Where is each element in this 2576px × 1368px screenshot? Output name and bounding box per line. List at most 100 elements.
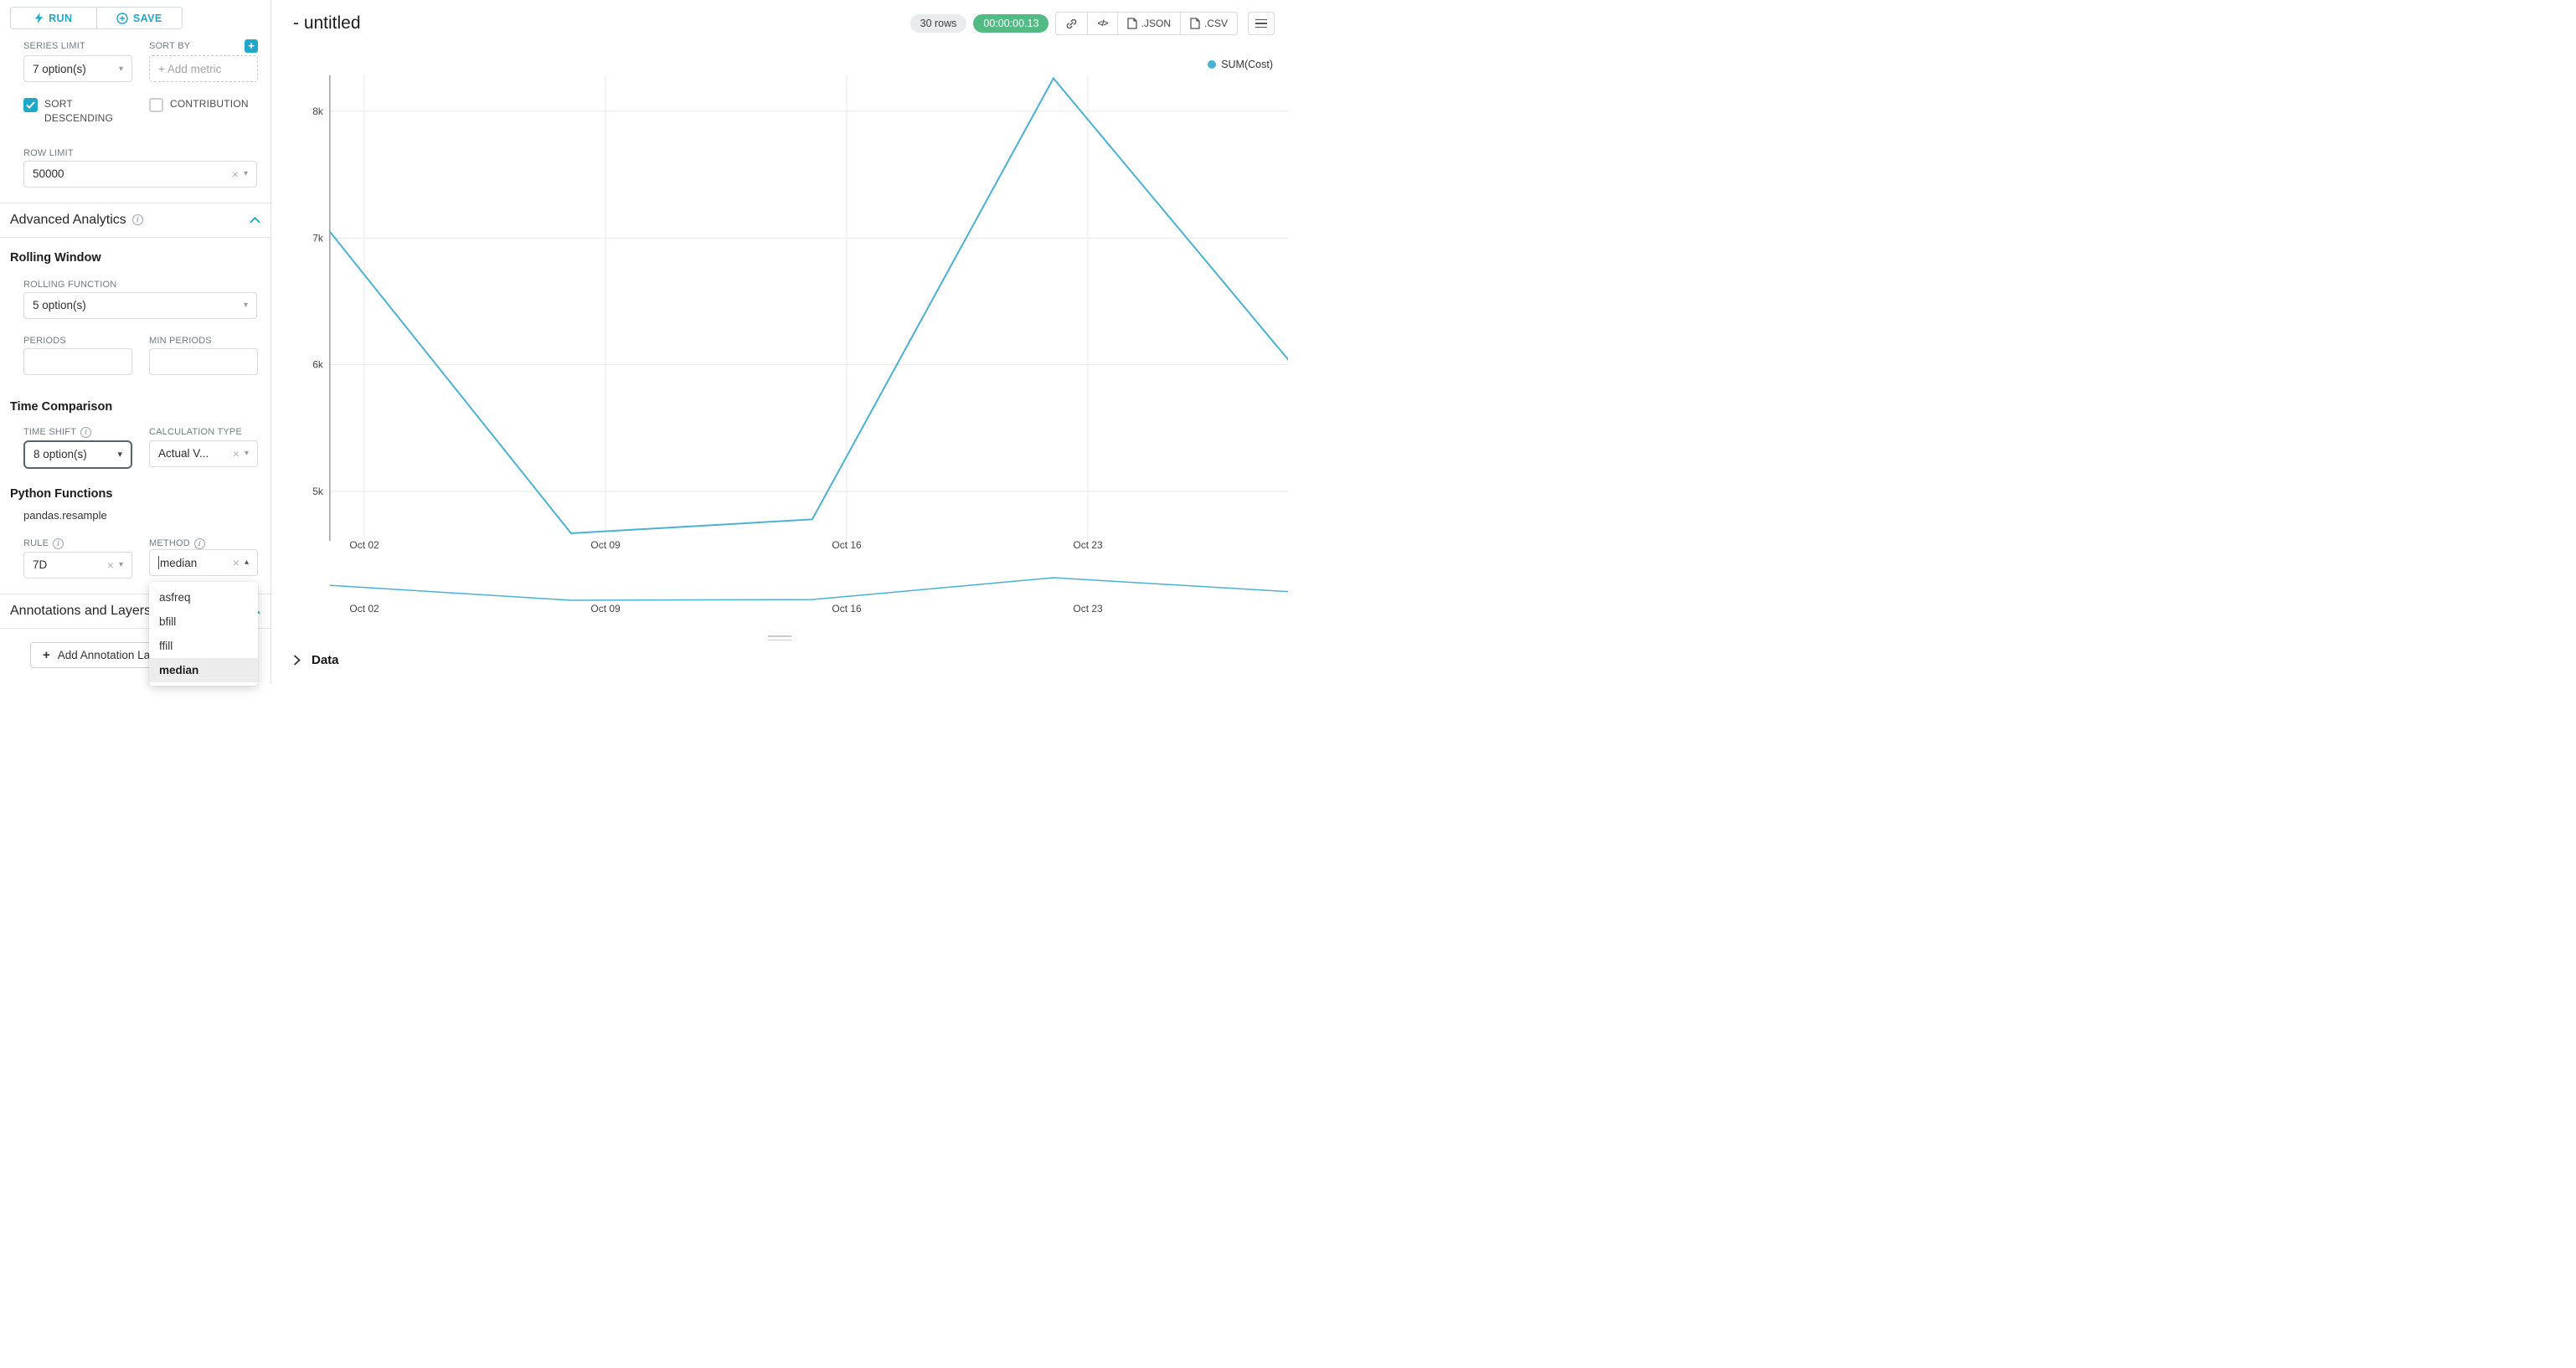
svg-text:Oct 09: Oct 09	[590, 603, 621, 615]
sort-descending-label: SORT DESCENDING	[44, 98, 114, 125]
plus-icon: +	[43, 647, 50, 662]
chevron-up-icon: ▴	[244, 558, 249, 568]
sort-by-select[interactable]: + Add metric	[149, 55, 258, 82]
chevron-down-icon: ▾	[117, 450, 122, 460]
method-dropdown-menu: asfreq bfill ffill median	[149, 581, 258, 686]
rule-label: RULE i	[23, 537, 132, 549]
section-divider	[0, 236, 270, 238]
data-panel-toggle[interactable]: Data	[293, 653, 339, 667]
more-options-menu-button[interactable]	[1248, 12, 1275, 35]
svg-text:Oct 16: Oct 16	[832, 539, 862, 551]
legend-label: SUM(Cost)	[1221, 59, 1273, 70]
info-icon[interactable]: i	[193, 537, 205, 549]
svg-text:7k: 7k	[312, 232, 324, 244]
legend-item[interactable]: SUM(Cost)	[1208, 59, 1273, 70]
chevron-down-icon: ▾	[118, 64, 123, 74]
method-select[interactable]: median × ▴	[149, 548, 258, 576]
add-annotation-layer-label: Add Annotation Layer	[57, 648, 166, 661]
export-json-label: .JSON	[1141, 18, 1171, 29]
info-icon[interactable]: i	[131, 214, 143, 226]
code-icon: </>	[1097, 18, 1108, 28]
export-button-group: </> .JSON .CSV	[1055, 12, 1238, 35]
contribution-label: CONTRIBUTION	[170, 98, 249, 110]
embed-code-button[interactable]: </>	[1087, 12, 1118, 35]
time-shift-value: 8 option(s)	[33, 448, 87, 461]
export-csv-button[interactable]: .CSV	[1179, 12, 1238, 35]
chart-area: - untitled 30 rows 00:00:00.13 </>	[271, 0, 1288, 684]
file-icon	[1190, 18, 1200, 29]
hamburger-icon	[1255, 18, 1267, 21]
run-button[interactable]: RUN	[11, 8, 97, 28]
control-panel: RUN SAVE SERIES LIMIT SORT BY + 7 option…	[0, 0, 271, 686]
sort-descending-checkbox[interactable]: SORT DESCENDING	[23, 97, 149, 126]
row-limit-label: ROW LIMIT	[23, 147, 74, 158]
clear-icon[interactable]: ×	[231, 167, 239, 181]
clear-icon[interactable]: ×	[232, 446, 240, 460]
clear-icon[interactable]: ×	[232, 555, 240, 569]
chevron-up-icon[interactable]	[250, 216, 260, 224]
menu-option-bfill[interactable]: bfill	[159, 615, 177, 628]
calculation-type-label: CALCULATION TYPE	[149, 427, 242, 438]
export-csv-label: .CSV	[1203, 18, 1228, 29]
svg-text:Oct 23: Oct 23	[1073, 539, 1103, 551]
contribution-checkbox[interactable]: CONTRIBUTION	[149, 97, 249, 126]
svg-text:6k: 6k	[312, 359, 324, 371]
rule-value: 7D	[33, 558, 48, 572]
query-timer-badge: 00:00:00.13	[973, 14, 1049, 33]
info-icon[interactable]: i	[53, 537, 64, 549]
svg-text:Oct 02: Oct 02	[349, 539, 379, 551]
advanced-analytics-title: Advanced Analytics	[10, 212, 126, 227]
chart-header: - untitled 30 rows 00:00:00.13 </>	[271, 0, 1288, 35]
calculation-type-select[interactable]: Actual V... × ▾	[149, 440, 258, 467]
chart-header-actions: 30 rows 00:00:00.13 </>	[909, 12, 1275, 35]
link-icon	[1067, 18, 1077, 28]
chevron-down-icon: ▾	[243, 301, 248, 311]
info-icon[interactable]: i	[80, 426, 92, 438]
run-button-label: RUN	[49, 12, 73, 24]
data-panel-label: Data	[312, 653, 339, 667]
time-shift-label: TIME SHIFT i	[23, 426, 132, 438]
menu-option-ffill[interactable]: ffill	[159, 639, 173, 652]
add-metric-plus-button[interactable]: +	[245, 39, 258, 53]
calculation-type-value: Actual V...	[158, 447, 209, 460]
lightning-bolt-icon	[35, 13, 44, 23]
row-limit-value: 50000	[33, 167, 64, 181]
clear-icon[interactable]: ×	[106, 558, 114, 572]
advanced-analytics-header[interactable]: Advanced Analytics i	[10, 203, 260, 237]
file-icon	[1126, 18, 1137, 29]
copy-link-button[interactable]	[1055, 12, 1089, 35]
periods-input[interactable]	[23, 347, 132, 375]
svg-text:8k: 8k	[312, 105, 324, 117]
save-button[interactable]: SAVE	[96, 8, 182, 28]
method-field: median × ▴ asfreq bfill ffill median	[149, 548, 258, 686]
periods-label: PERIODS	[23, 335, 66, 346]
export-json-button[interactable]: .JSON	[1116, 12, 1181, 35]
row-limit-select[interactable]: 50000 × ▾	[23, 160, 257, 188]
series-limit-select[interactable]: 7 option(s) ▾	[23, 55, 132, 82]
rolling-function-label: ROLLING FUNCTION	[23, 279, 117, 290]
chevron-down-icon: ▾	[118, 560, 123, 570]
plus-circle-icon	[116, 12, 128, 24]
checkbox-checked-icon	[23, 98, 38, 112]
svg-text:Oct 02: Oct 02	[349, 603, 379, 615]
menu-option-asfreq[interactable]: asfreq	[159, 590, 191, 604]
legend-dot-icon	[1208, 60, 1217, 69]
rule-select[interactable]: 7D × ▾	[23, 551, 132, 579]
svg-text:Oct 16: Oct 16	[832, 603, 862, 615]
min-periods-input[interactable]	[149, 347, 258, 375]
chevron-down-icon: ▾	[243, 169, 248, 179]
explore-app: RUN SAVE SERIES LIMIT SORT BY + 7 option…	[0, 0, 1288, 686]
time-shift-select[interactable]: 8 option(s) ▾	[23, 440, 132, 469]
python-functions-title: Python Functions	[10, 486, 113, 501]
chevron-right-icon	[293, 655, 301, 666]
main-chart-svg[interactable]: 8k 7k 6k 5k Oct 02 Oct 09 Oct 16 Oct 23 Oct 02 Oc…	[271, 50, 1288, 628]
chart-title: - untitled	[293, 13, 361, 33]
run-save-button-group: RUN SAVE	[10, 7, 183, 29]
svg-text:Oct 23: Oct 23	[1073, 603, 1103, 615]
rolling-function-select[interactable]: 5 option(s) ▾	[23, 291, 257, 319]
menu-option-median[interactable]: median	[149, 657, 258, 682]
text-cursor	[158, 555, 159, 569]
svg-text:5k: 5k	[312, 486, 324, 497]
sort-by-label: SORT BY +	[149, 39, 258, 53]
resize-handle[interactable]	[760, 630, 800, 646]
